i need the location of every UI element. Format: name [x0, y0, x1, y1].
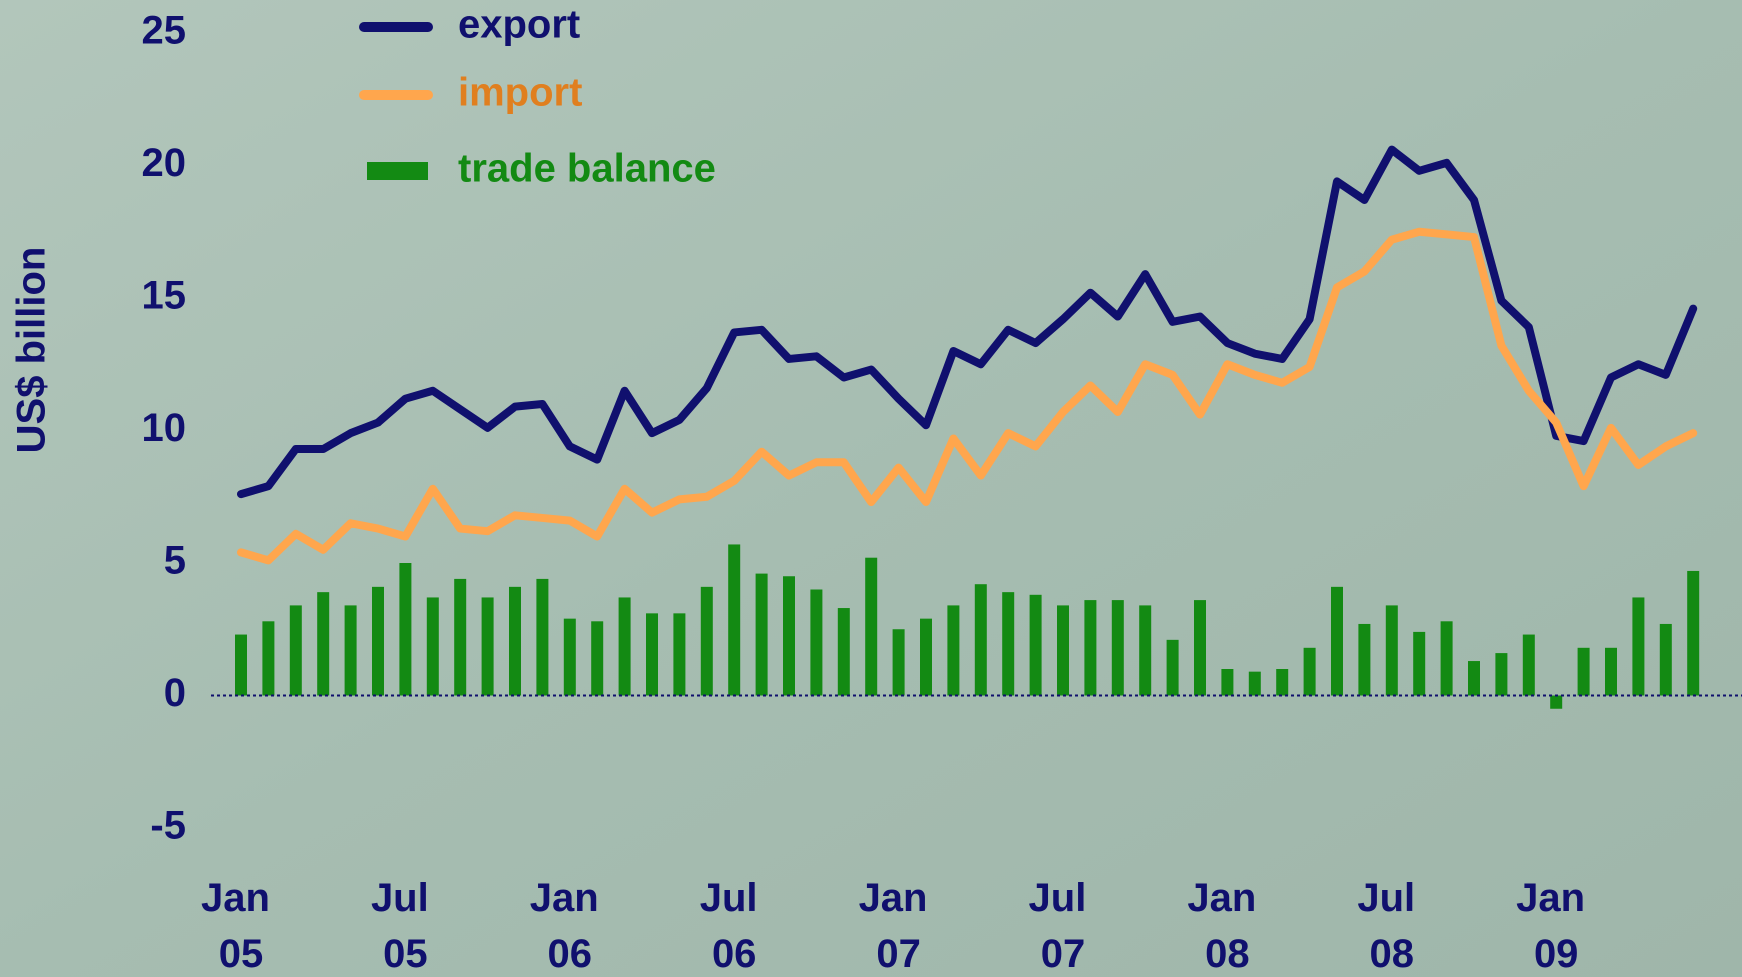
x-tick-label-line: Jan: [530, 876, 610, 920]
legend-swatch: [367, 162, 428, 180]
bar: [1057, 605, 1069, 696]
x-tick-label-line: Jan: [1187, 876, 1267, 920]
x-tick-label: Jan 06: [530, 876, 610, 976]
bar: [783, 576, 795, 696]
bar: [1029, 594, 1042, 696]
bar: [1577, 647, 1590, 696]
bar: [974, 584, 987, 696]
bar: [1522, 634, 1535, 696]
x-tick-label: Jan 07: [859, 876, 939, 976]
bar: [947, 605, 960, 696]
legend-label: export: [458, 3, 580, 47]
x-tick-label-line: 07: [876, 932, 921, 976]
bar: [1276, 669, 1289, 696]
x-tick-label-line: 08: [1370, 932, 1415, 976]
bar: [372, 586, 384, 696]
line: [237, 227, 1698, 565]
x-tick-label-line: 05: [383, 932, 428, 976]
x-tick-label-line: Jan: [859, 876, 939, 920]
bar: [563, 618, 576, 696]
bar: [591, 621, 604, 696]
bar: [1139, 605, 1152, 696]
bar: [1002, 592, 1015, 696]
bar: [700, 586, 713, 696]
bar: [1495, 653, 1508, 696]
bar: [646, 613, 658, 696]
x-tick-label: Jan 08: [1187, 876, 1267, 976]
x-tick-label: Jul 08: [1357, 876, 1426, 976]
bar: [865, 557, 878, 696]
x-tick-label-line: 06: [548, 932, 593, 976]
x-tick-label-line: Jul: [371, 876, 440, 920]
bar: [1605, 647, 1617, 696]
bar: [618, 597, 631, 696]
legend-label: import: [458, 71, 582, 115]
x-tick-label: Jul 07: [1029, 876, 1098, 976]
bar: [920, 618, 932, 696]
bar: [755, 573, 768, 696]
bar: [1358, 623, 1371, 696]
bar: [1385, 605, 1398, 696]
x-tick-label-line: 06: [712, 932, 757, 976]
legend-label: trade balance: [458, 147, 716, 191]
bar: [481, 597, 494, 696]
bar: [399, 563, 412, 696]
x-tick-label-line: 08: [1205, 932, 1250, 976]
bar: [892, 629, 905, 696]
bar: [1331, 586, 1343, 696]
x-tick-label-line: 09: [1534, 932, 1579, 976]
y-tick-label: 5: [164, 539, 186, 583]
bar: [509, 586, 521, 696]
bar: [1440, 621, 1453, 696]
bar: [1632, 597, 1645, 696]
x-tick-label-line: Jan: [201, 876, 281, 920]
x-tick-label-line: Jan: [1516, 876, 1596, 920]
bar: [1221, 669, 1234, 696]
bar: [1550, 695, 1563, 709]
x-tick-label: Jan 09: [1516, 876, 1596, 976]
x-tick-label: Jul 05: [371, 876, 440, 976]
bar: [837, 608, 850, 696]
bar: [1084, 600, 1097, 696]
y-tick-label: -5: [150, 804, 186, 848]
bar: [262, 621, 275, 696]
line: [237, 145, 1698, 499]
bar: [728, 544, 741, 696]
x-tick-label-line: Jul: [700, 876, 769, 920]
x-tick-label-line: 05: [219, 932, 264, 976]
bar: [1194, 600, 1206, 696]
bar: [1468, 661, 1480, 696]
x-tick-label: Jul 06: [700, 876, 769, 976]
y-tick-label: 20: [142, 141, 187, 185]
x-tick-label-line: Jul: [1029, 876, 1098, 920]
y-axis-label: US$ billion: [10, 247, 54, 454]
bar: [1687, 570, 1700, 696]
bar: [344, 605, 357, 696]
y-tick-label: 0: [164, 671, 186, 715]
x-tick-label: Jan 05: [201, 876, 281, 976]
bar: [1413, 631, 1426, 696]
bar: [1111, 600, 1124, 696]
x-tick-label-line: Jul: [1357, 876, 1426, 920]
y-tick-label: 15: [142, 274, 187, 318]
bar: [536, 578, 549, 696]
bar: [317, 592, 330, 696]
x-tick-label-line: 07: [1041, 932, 1086, 976]
bar: [289, 605, 302, 696]
bar: [810, 589, 823, 696]
bar: [673, 613, 686, 696]
bar: [426, 597, 439, 696]
bar: [1659, 623, 1672, 696]
bar: [1166, 639, 1179, 696]
y-tick-label: 10: [142, 406, 187, 450]
bar: [235, 634, 247, 696]
y-tick-label: 25: [142, 9, 187, 53]
bar: [454, 578, 467, 696]
bar: [1248, 671, 1261, 696]
bar: [1303, 647, 1316, 696]
